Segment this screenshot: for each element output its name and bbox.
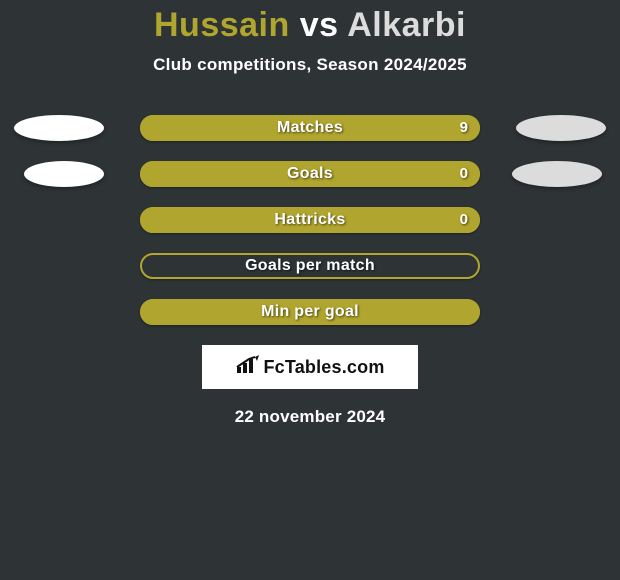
page-title: Hussain vs Alkarbi [0, 0, 620, 45]
logo-box: FcTables.com [202, 345, 418, 389]
date-text: 22 november 2024 [0, 407, 620, 427]
subtitle: Club competitions, Season 2024/2025 [0, 55, 620, 75]
bar-fill-left [140, 299, 480, 325]
bar-track [140, 253, 480, 279]
player1-name: Hussain [154, 6, 290, 44]
bar-chart-icon [235, 355, 261, 380]
bar-track [140, 161, 480, 187]
bar-fill-left [140, 115, 480, 141]
stat-row: Goals0 [0, 161, 620, 187]
player1-ellipse [24, 161, 104, 187]
bar-track [140, 299, 480, 325]
stat-row: Hattricks0 [0, 207, 620, 233]
bar-track [140, 207, 480, 233]
player2-name: Alkarbi [347, 6, 466, 44]
stats-container: Matches9 Goals0 Hattricks0 Goals per match M… [0, 115, 620, 325]
bar-fill-left [140, 161, 480, 187]
bar-track [140, 115, 480, 141]
player2-ellipse [512, 161, 602, 187]
vs-text: vs [300, 6, 339, 44]
bar-fill-left [140, 207, 480, 233]
stat-row: Matches9 [0, 115, 620, 141]
player2-ellipse [516, 115, 606, 141]
stat-row: Min per goal [0, 299, 620, 325]
player1-ellipse [14, 115, 104, 141]
stat-row: Goals per match [0, 253, 620, 279]
logo-text: FcTables.com [263, 357, 384, 378]
